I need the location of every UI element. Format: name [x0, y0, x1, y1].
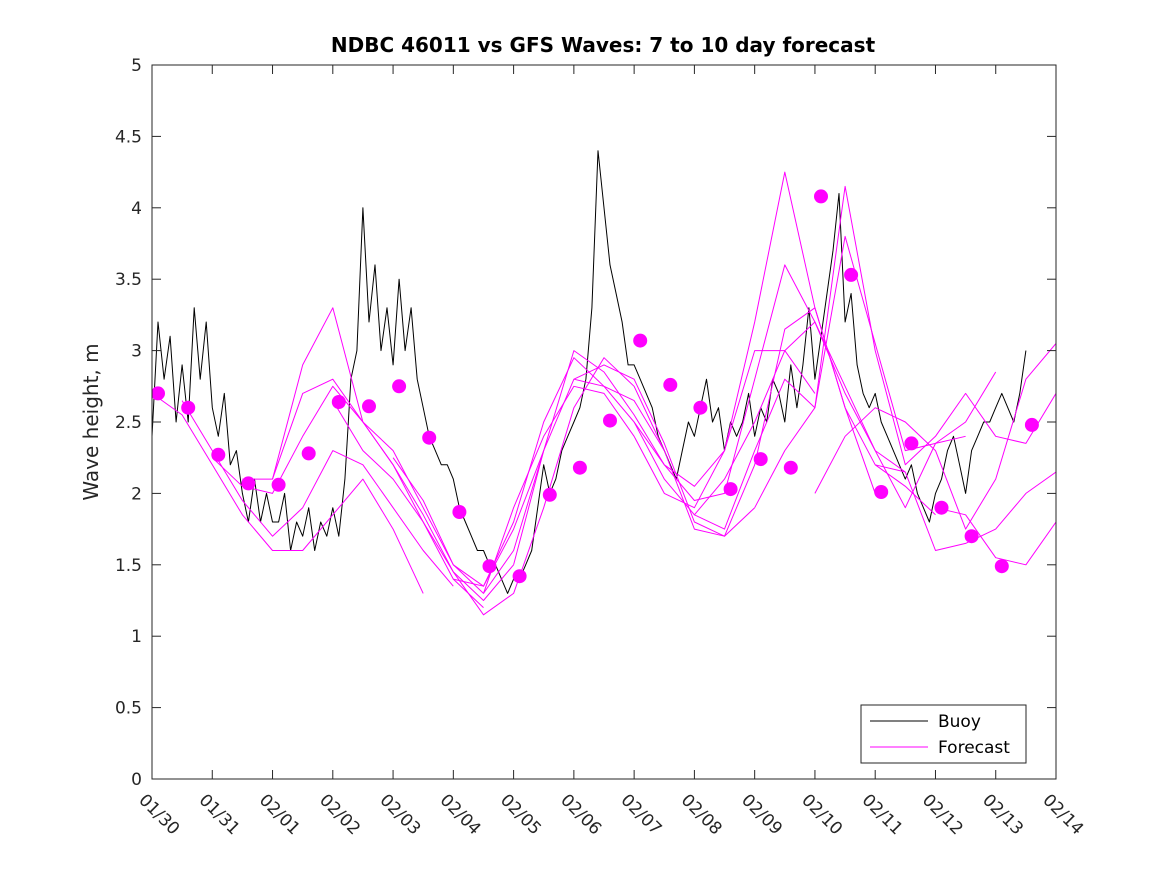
forecast-point-0	[152, 386, 165, 401]
forecast-point-28	[994, 559, 1009, 574]
x-tick-label: 01/30	[134, 790, 183, 839]
series-line-forecast-3	[211, 385, 484, 608]
forecast-point-18	[693, 400, 708, 415]
series-line-forecast-14	[754, 185, 1056, 508]
x-tick-label: 02/02	[315, 790, 364, 839]
y-tick-label: 2.5	[115, 413, 142, 433]
y-tick-label: 4	[131, 199, 142, 219]
forecast-point-9	[422, 430, 437, 445]
chart-title: NDBC 46011 vs GFS Waves: 7 to 10 day for…	[331, 33, 876, 57]
series-group	[152, 150, 1056, 616]
series-line-forecast-4	[242, 378, 514, 601]
x-tick-label: 02/01	[255, 790, 304, 839]
x-tick-label: 02/11	[858, 790, 907, 839]
forecast-point-26	[934, 500, 949, 515]
series-line-forecast-9	[483, 171, 876, 594]
x-tick-label: 02/03	[376, 790, 425, 839]
y-tick-label: 3	[131, 342, 142, 362]
y-tick-label: 0.5	[115, 699, 142, 719]
forecast-point-12	[512, 569, 527, 584]
forecast-point-11	[482, 559, 497, 574]
forecast-point-16	[633, 333, 648, 348]
series-line-forecast-6	[332, 357, 665, 616]
forecast-point-1	[181, 400, 196, 415]
y-tick-label: 4.5	[115, 127, 142, 147]
y-tick-label: 0	[131, 770, 142, 790]
forecast-point-17	[663, 377, 678, 392]
legend-box	[860, 704, 1027, 764]
forecast-point-23	[844, 267, 859, 282]
series-line-buoy	[152, 150, 1027, 594]
series-line-forecast-15	[814, 343, 1056, 530]
x-tick-label: 02/10	[797, 790, 846, 839]
legend: Buoy Forecast	[860, 704, 1027, 764]
y-tick-label: 2	[131, 484, 142, 504]
forecast-point-29	[1024, 417, 1039, 432]
x-tick-label: 02/04	[436, 790, 485, 839]
x-tick-label: 02/07	[617, 790, 666, 839]
forecast-point-6	[331, 395, 346, 409]
forecast-point-22	[814, 189, 828, 204]
x-tick-label: 01/31	[195, 790, 244, 839]
forecast-point-25	[904, 436, 919, 451]
series-line-forecast-10	[513, 264, 906, 565]
forecast-point-15	[603, 413, 617, 428]
y-tick-label: 1	[131, 627, 142, 647]
forecast-point-2	[211, 447, 226, 462]
y-axis-label: Wave height, m	[79, 343, 103, 500]
y-tick-label: 5	[131, 56, 142, 76]
forecast-point-20	[753, 452, 768, 467]
x-tick-label: 02/08	[677, 790, 726, 839]
legend-label-forecast: Forecast	[938, 738, 1010, 758]
x-tick-label: 02/05	[496, 790, 545, 839]
forecast-point-4	[271, 477, 286, 492]
series-line-forecast-12	[633, 321, 966, 509]
forecast-point-8	[392, 379, 407, 394]
series-line-forecast-13	[694, 235, 997, 530]
forecast-point-27	[964, 529, 979, 544]
x-tick-label: 02/14	[1038, 790, 1087, 839]
forecast-point-7	[362, 399, 376, 414]
y-tick-label: 1.5	[115, 556, 142, 576]
forecast-point-3	[241, 476, 256, 491]
plot-area	[152, 150, 1056, 616]
x-tick-label: 02/06	[556, 790, 605, 839]
x-tick-label: 02/12	[918, 790, 967, 839]
forecast-point-19	[723, 482, 738, 497]
series-line-forecast-16	[875, 464, 1056, 551]
series-line-forecast-17	[935, 507, 1056, 566]
forecast-point-5	[301, 446, 316, 461]
x-tick-label: 02/13	[978, 790, 1027, 839]
series-line-forecast-2	[181, 400, 454, 587]
forecast-point-10	[452, 505, 467, 519]
forecast-point-24	[874, 485, 889, 499]
series-line-forecast-1	[152, 392, 424, 594]
forecast-point-13	[542, 487, 557, 502]
legend-label-buoy: Buoy	[938, 712, 981, 732]
x-tick-label: 02/09	[737, 790, 786, 839]
y-tick-label: 3.5	[115, 270, 142, 290]
forecast-point-14	[572, 460, 587, 475]
forecast-point-21	[783, 460, 798, 475]
